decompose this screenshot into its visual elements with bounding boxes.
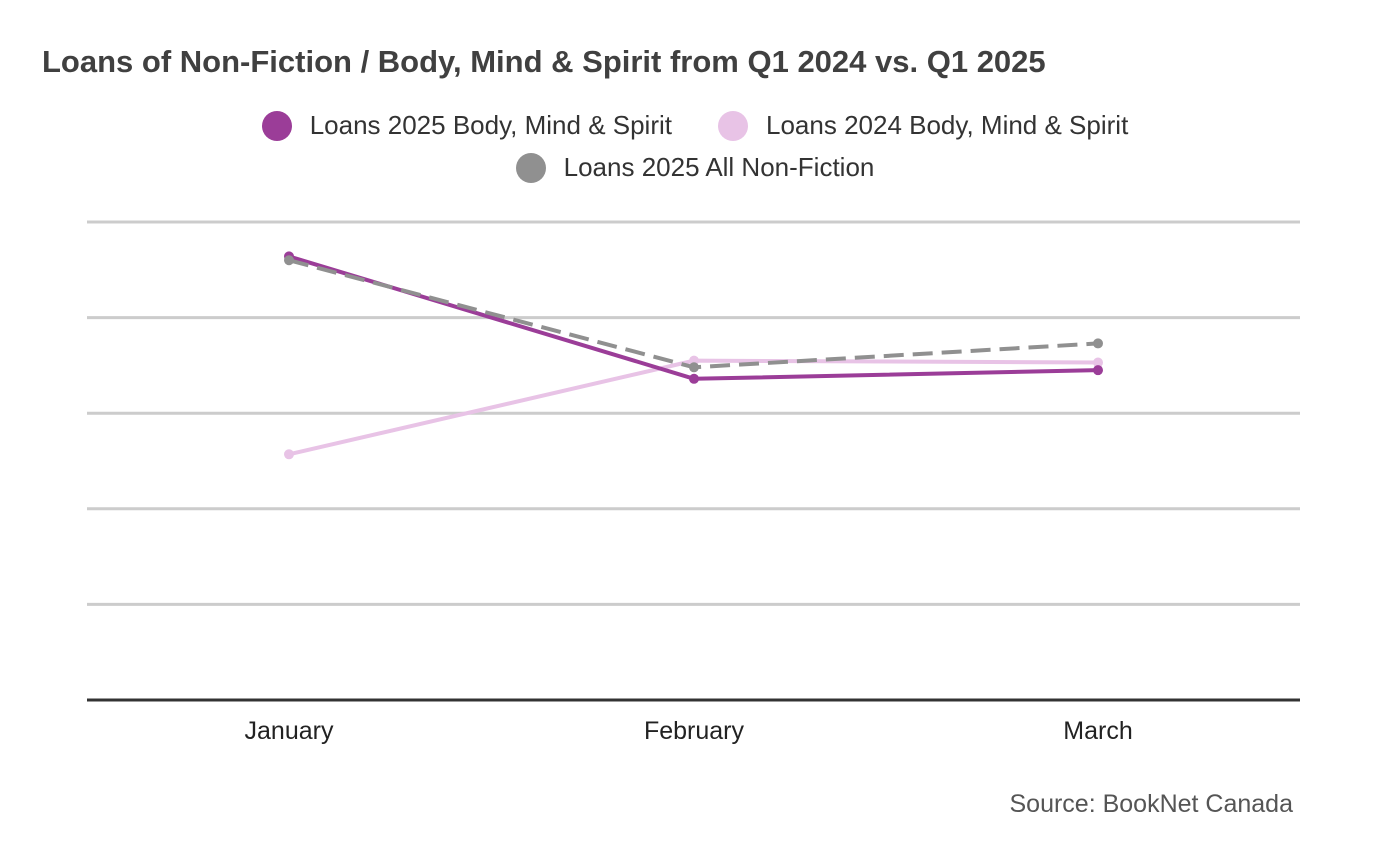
legend-item-loans-2025-nonfiction: Loans 2025 All Non-Fiction [515, 152, 875, 183]
legend-item-loans-2024-bms: Loans 2024 Body, Mind & Spirit [718, 110, 1128, 141]
gridlines [87, 220, 1300, 606]
source-note: Source: BookNet Canada [1009, 790, 1293, 818]
data-point-loans-2025-body-mind-spirit-february [689, 373, 699, 384]
data-point-loans-2024-body-mind-spirit-january [284, 449, 294, 460]
legend-label-loans-2025-nonfiction: Loans 2025 All Non-Fiction [563, 152, 875, 182]
data-point-loans-2025-all-non-fiction-january [284, 255, 294, 266]
data-point-loans-2025-all-non-fiction-march [1093, 338, 1103, 349]
legend-item-loans-2025-bms: Loans 2025 Body, Mind & Spirit [261, 110, 672, 141]
legend-row-1: Loans 2025 Body, Mind & Spirit Loans 202… [0, 110, 1390, 141]
chart-title: Loans of Non-Fiction / Body, Mind & Spir… [42, 44, 1046, 79]
legend-swatch-loans-2025-bms [261, 110, 292, 141]
data-point-loans-2025-all-non-fiction-february [689, 362, 699, 373]
legend-label-loans-2024-bms: Loans 2024 Body, Mind & Spirit [766, 110, 1129, 140]
legend-label-loans-2025-bms: Loans 2025 Body, Mind & Spirit [309, 110, 672, 140]
x-tick-labels: January February March [245, 717, 1133, 745]
series-line-loans-2025-all-non-fiction [288, 258, 1099, 370]
legend-row-2: Loans 2025 All Non-Fiction [0, 152, 1390, 183]
data-point-loans-2024-body-mind-spirit-march [1093, 357, 1103, 368]
data-point-loans-2025-body-mind-spirit-march [1093, 365, 1103, 376]
legend-swatch-loans-2025-nonfiction [515, 152, 546, 183]
legend-swatch-loans-2024-bms [718, 110, 748, 141]
x-tick-label-february: February [644, 717, 745, 745]
x-tick-label-march: March [1063, 717, 1132, 745]
x-tick-label-january: January [245, 717, 334, 745]
series-lines [284, 251, 1103, 460]
